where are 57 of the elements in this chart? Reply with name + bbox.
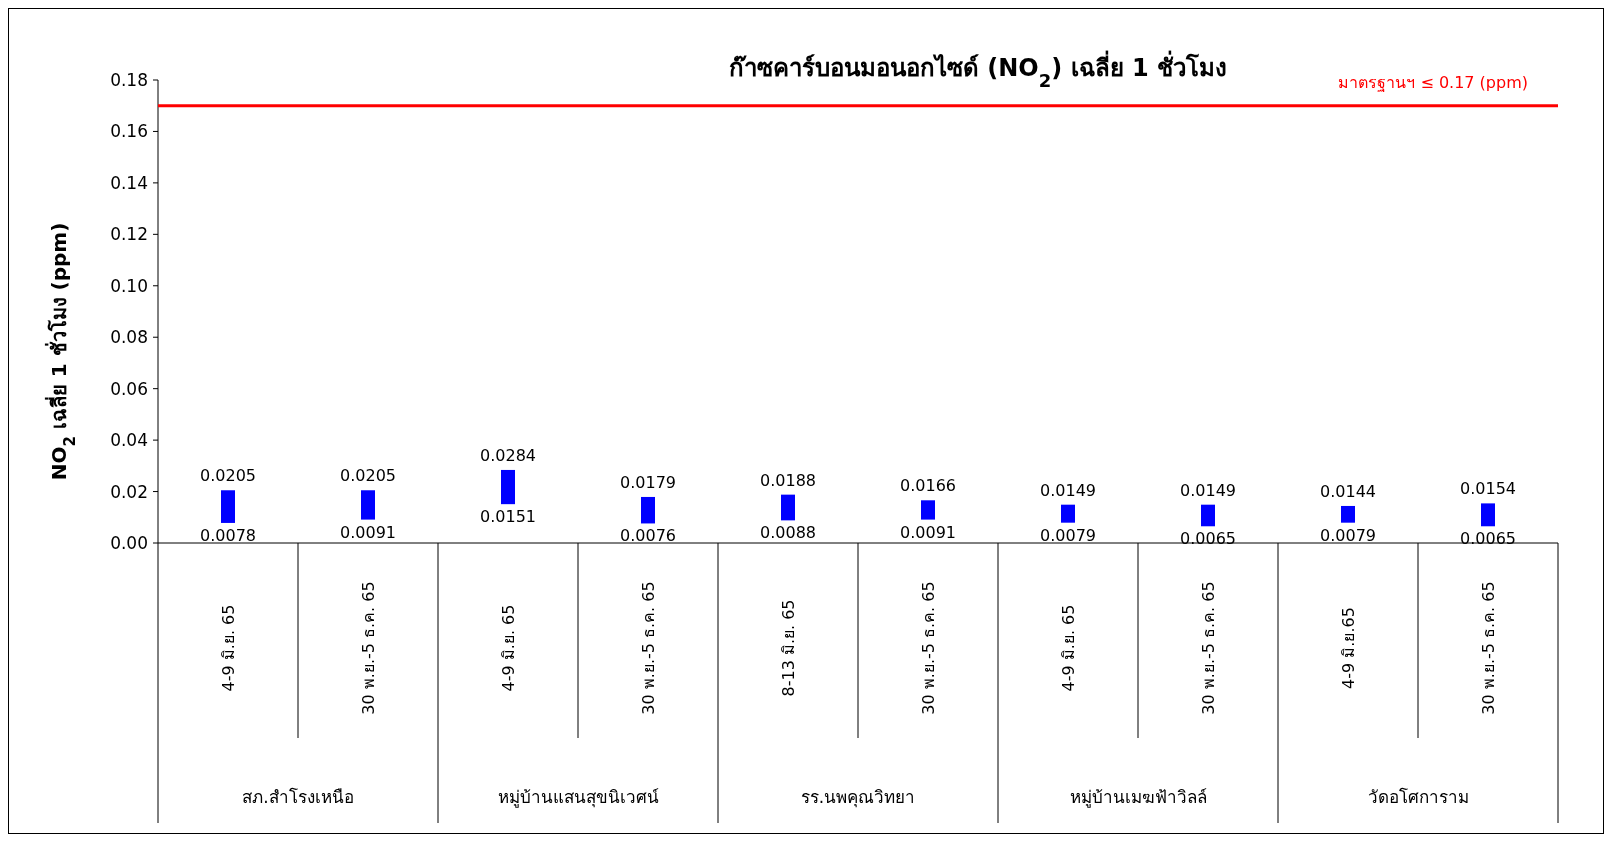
y-tick-label: 0.00 xyxy=(110,532,148,553)
data-label: 0.0205 xyxy=(340,466,396,486)
data-label: 0.0154 xyxy=(1460,479,1516,499)
annotation: 0.0065 xyxy=(1180,529,1236,549)
annotation: 0.0065 xyxy=(1460,529,1516,549)
y-tick-label: 0.06 xyxy=(110,378,148,399)
x-tick-label: 4-9 มิ.ย.65 xyxy=(1339,607,1358,689)
bar xyxy=(1201,504,1215,527)
data-label: 0.0144 xyxy=(1320,481,1376,501)
annotation: 0.0076 xyxy=(620,526,676,546)
data-label: 0.0188 xyxy=(760,470,816,490)
bar xyxy=(361,490,375,520)
annotation: 0.0079 xyxy=(1040,525,1096,545)
y-tick-label: 0.16 xyxy=(110,121,148,142)
annotation: 0.0091 xyxy=(900,522,956,542)
text: หมู่บ้านแสนสุขนิเวศน์ xyxy=(497,787,659,808)
bar xyxy=(221,490,235,523)
annotation: 0.0078 xyxy=(200,525,256,545)
x-tick-label: 30 พ.ย.-5 ธ.ค. 65 xyxy=(919,581,938,715)
bar xyxy=(781,494,795,521)
y-tick-label: 0.10 xyxy=(110,275,148,296)
x-tick-label: 30 พ.ย.-5 ธ.ค. 65 xyxy=(1479,581,1498,715)
y-tick-label: 0.18 xyxy=(110,69,148,90)
bar xyxy=(501,469,515,505)
ref-line-label: มาตรฐานฯ ≤ 0.17 (ppm) xyxy=(1338,72,1528,92)
x-tick-label: 30 พ.ย.-5 ธ.ค. 65 xyxy=(359,581,378,715)
x-tick-label: 4-9 มิ.ย. 65 xyxy=(499,604,518,692)
x-tick-label: 4-9 มิ.ย. 65 xyxy=(219,604,238,692)
y-tick-label: 0.04 xyxy=(110,430,148,451)
text: สภ.สำโรงเหนือ xyxy=(242,787,354,807)
data-label: 0.0205 xyxy=(200,466,256,486)
annotation: 0.0091 xyxy=(340,522,396,542)
data-label: 0.0284 xyxy=(480,445,536,465)
y-tick-label: 0.14 xyxy=(110,172,148,193)
x-tick-label: 8-13 มิ.ย. 65 xyxy=(779,599,798,697)
annotation: 0.0079 xyxy=(1320,525,1376,545)
x-tick-label: 30 พ.ย.-5 ธ.ค. 65 xyxy=(1199,581,1218,715)
data-label: 0.0179 xyxy=(620,472,676,492)
text: หมู่บ้านเมฆฟ้าวิลล์ xyxy=(1069,787,1207,808)
bar xyxy=(921,500,935,520)
bar xyxy=(641,496,655,524)
y-tick-label: 0.08 xyxy=(110,327,148,348)
bar xyxy=(1061,504,1075,523)
bar xyxy=(1341,505,1355,523)
x-tick-label: 30 พ.ย.-5 ธ.ค. 65 xyxy=(639,581,658,715)
text: วัดอโศการาม xyxy=(1367,787,1469,807)
x-tick-label: 4-9 มิ.ย. 65 xyxy=(1059,604,1078,692)
y-tick-label: 0.12 xyxy=(110,224,148,245)
y-tick-label: 0.02 xyxy=(110,481,148,502)
data-label: 0.0149 xyxy=(1180,480,1236,500)
annotation: 0.0088 xyxy=(760,523,816,543)
bar xyxy=(1481,503,1495,527)
annotation: 0.0151 xyxy=(480,507,536,527)
chart-title: ก๊าซคาร์บอนมอนอกไซด์ (NO$_{2}$) เฉลี่ย 1 ชั่วโมง xyxy=(728,50,1228,91)
data-label: 0.0166 xyxy=(900,476,956,496)
data-label: 0.0149 xyxy=(1040,480,1096,500)
text: รร.นพคุณวิทยา xyxy=(800,787,916,808)
